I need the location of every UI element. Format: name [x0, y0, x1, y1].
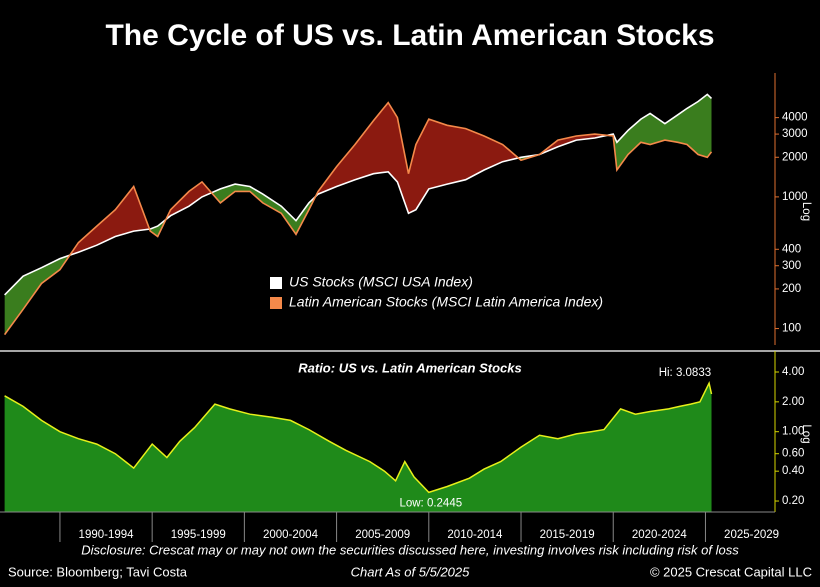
x-tick-label: 1995-1999 — [171, 529, 226, 541]
y-tick-label: 3000 — [782, 128, 808, 140]
y-tick-label: 4.00 — [782, 366, 804, 378]
y-tick-label: 300 — [782, 260, 801, 272]
spread-fill-latam-above — [4, 102, 712, 335]
x-tick-label: 1990-1994 — [79, 529, 135, 541]
ratio-line — [4, 380, 713, 494]
x-tick-label: 2005-2009 — [355, 529, 410, 541]
annotation-high: Hi: 3.0833 — [659, 367, 711, 379]
y-tick-label: 100 — [782, 323, 801, 335]
legend-swatch — [270, 297, 282, 309]
series-line — [3, 101, 713, 336]
annotation-low: Low: 0.2445 — [399, 497, 462, 509]
x-tick-label: 2000-2004 — [263, 529, 319, 541]
page-title: The Cycle of US vs. Latin American Stock… — [105, 19, 714, 52]
x-tick-label: 2025-2029 — [724, 529, 779, 541]
ratio-area — [4, 383, 712, 512]
legend-label: US Stocks (MSCI USA Index) — [289, 274, 473, 290]
x-tick-label: 2020-2024 — [632, 529, 688, 541]
y-tick-label: 0.20 — [782, 495, 804, 507]
y-scale-label: Log — [800, 202, 812, 221]
panel-title: Ratio: US vs. Latin American Stocks — [298, 360, 521, 375]
disclosure: Disclosure: Crescat may or may not own t… — [81, 542, 739, 557]
y-tick-label: 2.00 — [782, 396, 804, 408]
y-tick-label: 2000 — [782, 151, 808, 163]
source: Source: Bloomberg; Tavi Costa — [8, 564, 188, 579]
y-tick-label: 4000 — [782, 112, 808, 124]
y-tick-label: 0.60 — [782, 448, 804, 460]
x-tick-label: 2015-2019 — [540, 529, 595, 541]
y-tick-label: 200 — [782, 283, 801, 295]
x-tick-label: 2010-2014 — [447, 529, 503, 541]
y-tick-label: 0.40 — [782, 465, 804, 477]
y-tick-label: 1.00 — [782, 426, 804, 438]
legend-swatch — [270, 277, 282, 289]
copyright: © 2025 Crescat Capital LLC — [650, 564, 812, 579]
as-of: Chart As of 5/5/2025 — [351, 564, 471, 579]
legend-label: Latin American Stocks (MSCI Latin Americ… — [289, 294, 603, 310]
y-tick-label: 400 — [782, 243, 801, 255]
y-tick-label: 1000 — [782, 191, 808, 203]
y-scale-label: Log — [800, 424, 812, 443]
